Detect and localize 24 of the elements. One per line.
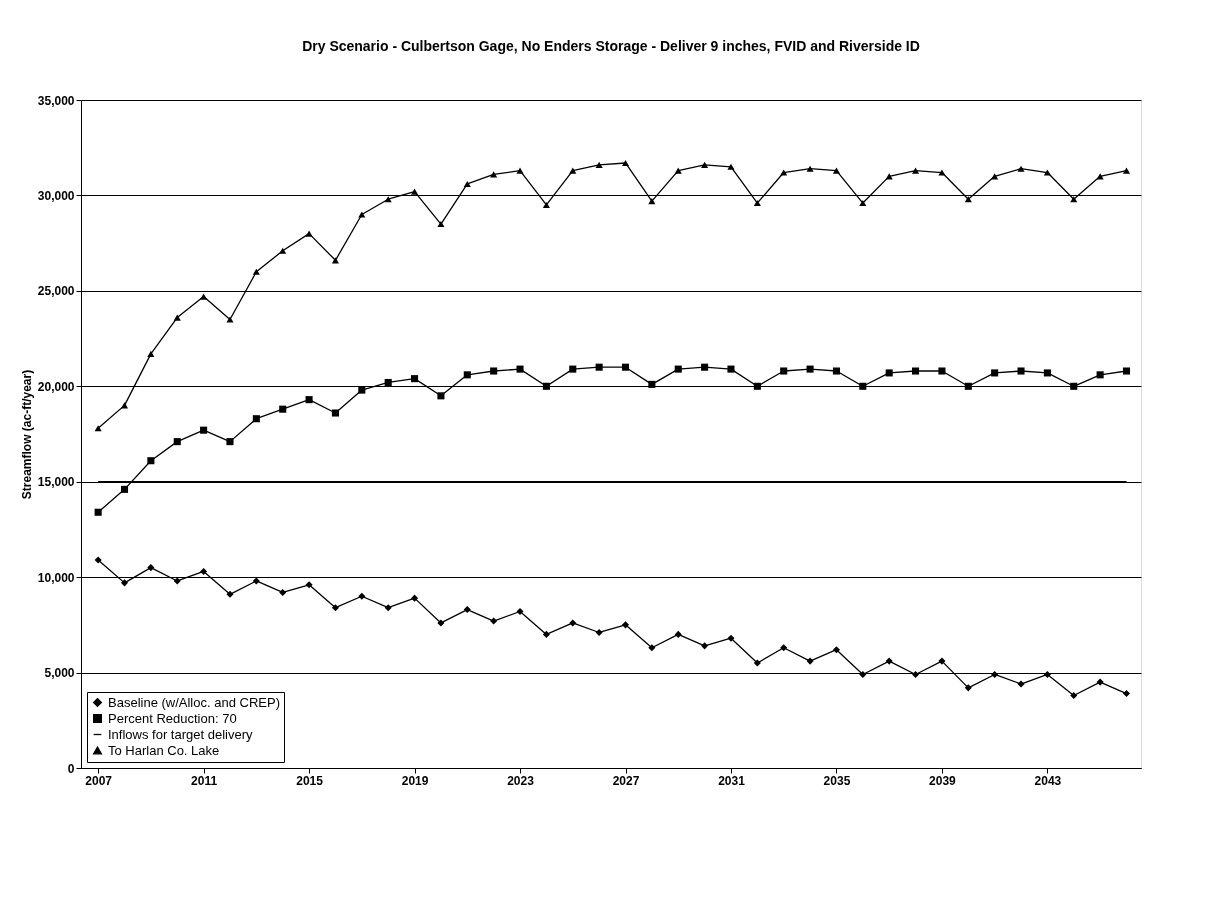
legend-label: Percent Reduction: 70 (108, 710, 237, 726)
y-tick-label: 20,000 (37, 379, 75, 394)
y-tick-label: 0 (67, 761, 75, 776)
legend-label: To Harlan Co. Lake (108, 742, 220, 758)
x-tick-label: 2015 (296, 773, 324, 788)
x-tick-label: 2031 (718, 773, 746, 788)
legend-label: Baseline (w/Alloc. and CREP) (108, 694, 280, 710)
y-tick-label: 10,000 (37, 570, 75, 585)
x-tick-label: 2027 (612, 773, 640, 788)
x-tick-label: 2023 (507, 773, 535, 788)
x-tick-label: 2007 (85, 773, 113, 788)
y-tick-label: 35,000 (37, 93, 75, 108)
x-tick-label: 2019 (401, 773, 429, 788)
x-tick-label: 2011 (191, 773, 218, 788)
legend-label: Inflows for target delivery (108, 726, 253, 742)
y-tick-label: 30,000 (37, 188, 75, 203)
chart-title: Dry Scenario - Culbertson Gage, No Enders Storage - Deliver 9 inches, FVID and Riverside ID (302, 38, 920, 54)
y-tick-label: 25,000 (37, 284, 75, 299)
x-tick-label: 2035 (823, 773, 851, 788)
y-axis-title: Streamflow (ac-ft/year) (19, 369, 34, 500)
x-tick-label: 2039 (929, 773, 957, 788)
y-tick-label: 5,000 (44, 666, 75, 681)
y-tick-label: 15,000 (37, 475, 75, 490)
x-tick-label: 2043 (1034, 773, 1062, 788)
